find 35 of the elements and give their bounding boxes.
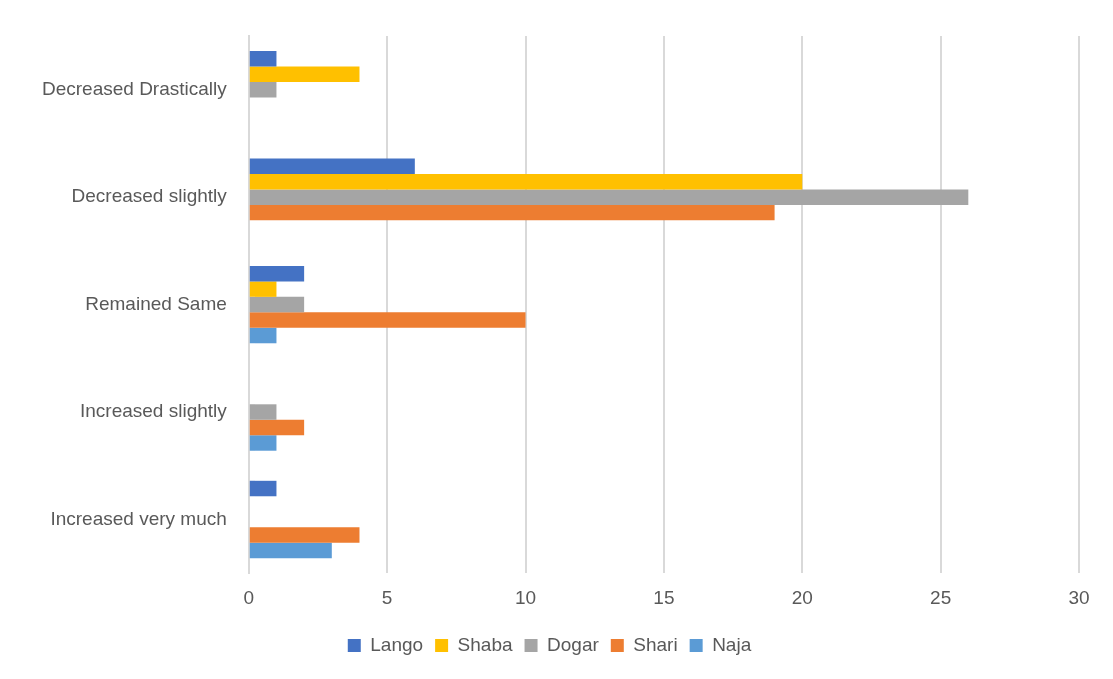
x-tick-label: 10 [514,586,537,608]
bar [249,281,277,297]
x-tick-label: 0 [243,586,255,608]
legend-label: Lango [370,633,424,655]
x-tick-label: 20 [791,586,813,608]
bar [249,265,305,282]
y-tick-label: Remained Same [85,292,227,314]
bar [249,327,277,344]
bar [249,66,360,82]
bar [249,296,305,313]
bar [249,542,332,559]
x-tick-label: 15 [653,586,675,608]
y-tick-label: Decreased slightly [71,185,228,207]
bar [249,435,277,451]
bar [249,173,803,190]
y-tick-label: Increased slightly [79,400,228,422]
bar [249,189,969,205]
y-tick-label: Decreased Drastically [41,77,228,99]
x-tick-label: 5 [381,586,393,608]
bar [249,419,305,436]
bar [249,81,277,98]
bar [249,204,775,221]
bar [249,527,360,543]
legend-label: Dogar [547,633,600,655]
bar [249,312,526,328]
bar [249,51,277,67]
bar [249,158,415,174]
legend-label: Shaba [457,633,513,655]
bar [249,480,277,497]
y-tick-label: Increased very much [50,507,227,529]
legend-label: Naja [712,633,752,655]
legend-label: Shari [633,633,678,655]
x-tick-label: 30 [1068,586,1090,608]
x-tick-label: 25 [930,586,952,608]
bar [249,404,277,420]
